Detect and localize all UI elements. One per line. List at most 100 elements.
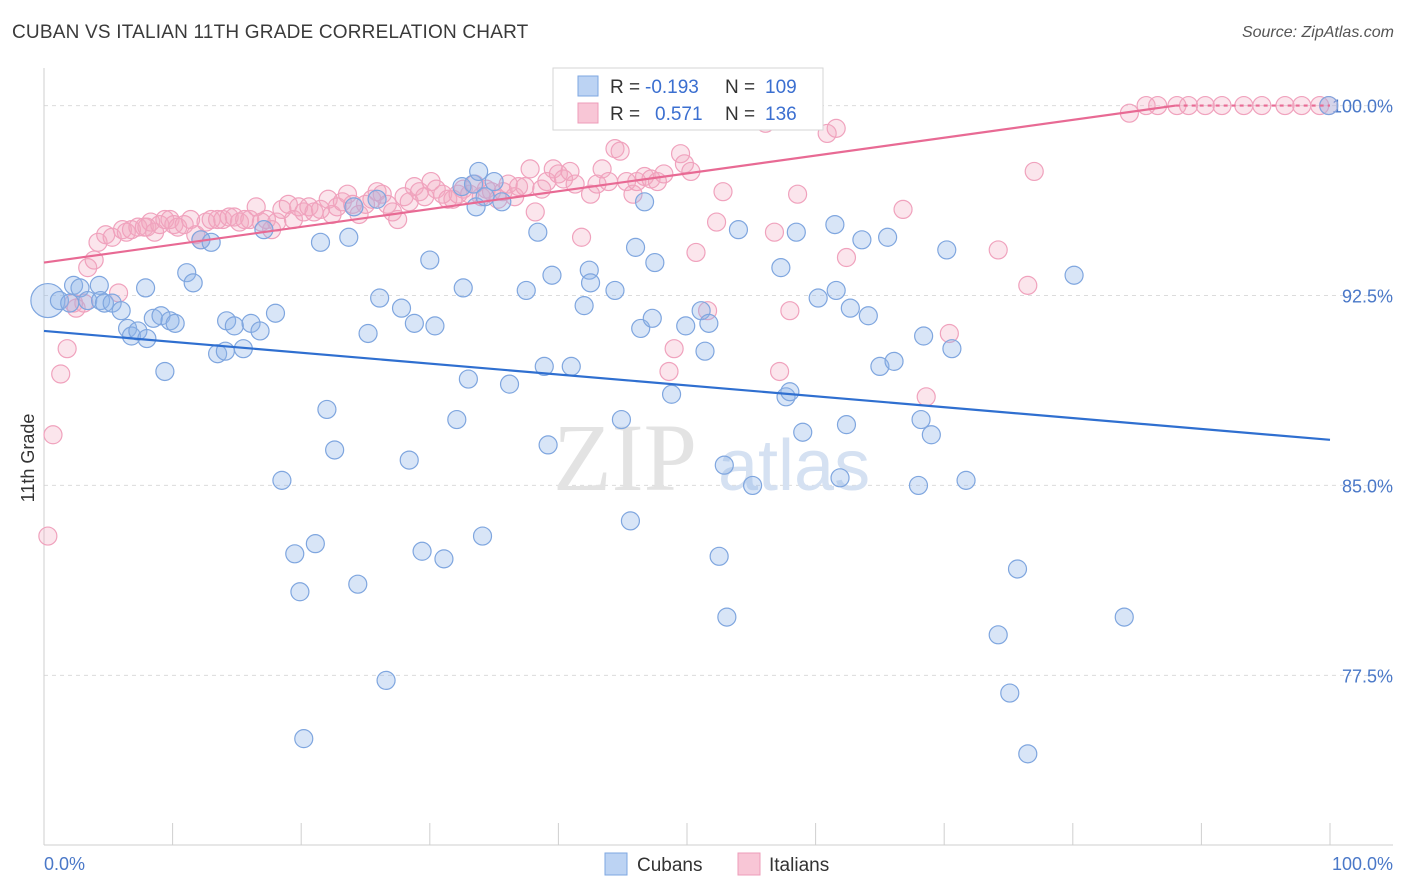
italian-point <box>916 387 936 407</box>
legend-label-italians: Italians <box>769 855 829 876</box>
cuban-point <box>499 374 520 394</box>
italians-legend-swatch <box>577 102 599 124</box>
italian-point <box>893 199 913 220</box>
italian-point <box>598 171 619 192</box>
italian-point <box>525 202 545 222</box>
italian-point <box>51 364 71 384</box>
cuban-point <box>160 311 180 331</box>
italian-point <box>769 361 790 382</box>
italian-point <box>240 209 260 230</box>
cuban-point <box>305 534 325 554</box>
italian-point <box>654 164 674 184</box>
italian-point <box>826 118 846 138</box>
italian-point <box>57 339 77 359</box>
italian-point <box>102 227 122 247</box>
italian-point <box>670 144 691 164</box>
cuban-point <box>942 339 962 359</box>
legend-swatch-italians <box>737 852 761 876</box>
italian-trend-line <box>43 104 1176 264</box>
cuban-point <box>165 313 185 333</box>
cuban-point <box>908 475 929 496</box>
italian-point <box>520 159 540 179</box>
italians-r-label: R = <box>610 104 640 125</box>
italian-point <box>780 301 800 321</box>
stats-legend: R = -0.193 N = 109 R = 0.571 N = 136 <box>552 67 824 131</box>
italian-point <box>116 222 136 242</box>
chart-title: CUBAN VS ITALIAN 11TH GRADE CORRELATION … <box>12 22 529 43</box>
cuban-point <box>463 174 484 194</box>
watermark: ZIP atlas <box>553 404 870 511</box>
cuban-point <box>348 574 368 594</box>
y-tick-label-2: 85.0% <box>1342 476 1393 496</box>
cuban-point <box>399 450 419 470</box>
cuban-point <box>1007 559 1028 579</box>
series-legend: Cubans Italians <box>604 852 829 876</box>
italian-point <box>1148 95 1168 116</box>
y-tick-label-0: 100.0% <box>1332 97 1393 117</box>
cuban-point <box>645 252 665 273</box>
x-tick-label-left: 0.0% <box>44 854 85 874</box>
cuban-point <box>1114 607 1134 627</box>
cuban-point <box>1000 683 1020 703</box>
cuban-point <box>89 275 109 295</box>
cuban-point <box>699 313 719 333</box>
cuban-point <box>317 399 337 420</box>
italians-n-value: 136 <box>765 104 797 125</box>
cuban-point <box>956 470 976 490</box>
italian-point <box>438 189 458 209</box>
cuban-point <box>1064 265 1084 285</box>
cuban-point <box>840 298 860 318</box>
cuban-point <box>911 409 931 430</box>
cuban-point <box>492 192 512 212</box>
italian-point <box>219 207 239 227</box>
cuban-point <box>676 316 696 336</box>
cuban-point <box>447 409 467 430</box>
cuban-point <box>472 526 493 546</box>
cuban-point <box>538 435 558 455</box>
cuban-point <box>870 356 890 377</box>
cuban-point <box>425 316 445 336</box>
cuban-point <box>135 278 156 298</box>
cuban-point <box>339 227 359 247</box>
cuban-point <box>830 468 850 488</box>
italian-point <box>355 194 376 214</box>
italian-point <box>1252 95 1272 116</box>
cuban-point <box>826 280 846 301</box>
axes <box>43 68 1393 846</box>
cuban-point <box>344 197 364 217</box>
cuban-point <box>376 670 396 691</box>
cubans-r-label: R = <box>610 77 640 98</box>
cuban-point <box>484 171 504 192</box>
cuban-point <box>528 222 548 242</box>
cuban-point <box>825 214 845 235</box>
italian-point <box>764 222 785 242</box>
cuban-point <box>310 232 331 252</box>
italian-point <box>1292 95 1312 116</box>
cuban-point <box>294 729 314 749</box>
italian-point <box>208 209 228 230</box>
cuban-point <box>988 625 1008 645</box>
italian-point <box>88 232 108 252</box>
italian-point <box>235 209 255 230</box>
cuban-point <box>542 265 562 285</box>
italian-point <box>515 177 535 197</box>
x-tick-label-right: 100.0% <box>1332 854 1393 874</box>
italian-point <box>610 141 630 161</box>
watermark-atlas: atlas <box>718 426 870 506</box>
cuban-point <box>183 273 203 293</box>
cuban-point <box>852 230 872 250</box>
cuban-point <box>111 301 131 321</box>
italian-point <box>706 212 727 232</box>
cuban-point <box>94 293 115 313</box>
italians-n-label: N = <box>725 104 755 125</box>
watermark-zip: ZIP <box>553 404 697 511</box>
italian-point <box>623 184 643 204</box>
italian-point <box>580 184 601 204</box>
cuban-point <box>265 303 286 323</box>
legend-swatch-cubans <box>604 852 628 876</box>
cuban-point <box>793 422 813 442</box>
cuban-point <box>642 308 662 328</box>
italians-points <box>38 95 1339 546</box>
y-tick-label-1: 92.5% <box>1342 287 1393 307</box>
italian-point <box>1018 275 1038 295</box>
